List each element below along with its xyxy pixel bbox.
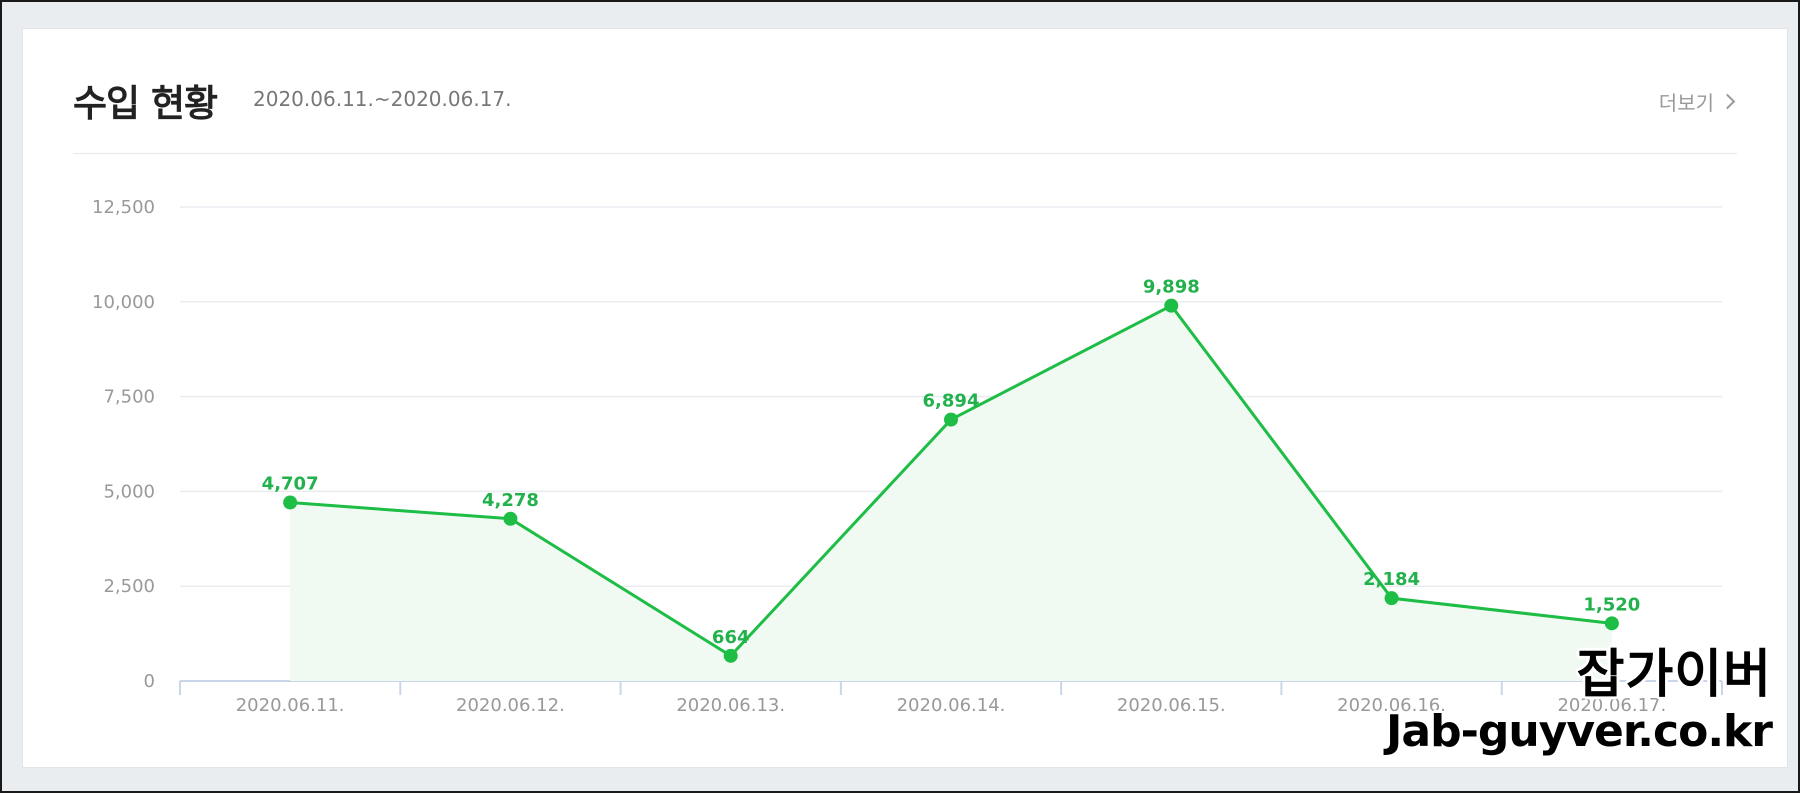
data-point [1164, 298, 1179, 313]
data-point [283, 495, 298, 510]
x-tick-label: 2020.06.17. [1557, 695, 1666, 716]
more-link[interactable]: 더보기 [1658, 87, 1736, 116]
y-tick-label: 12,500 [92, 197, 155, 218]
data-point [503, 511, 518, 526]
y-tick-label: 5,000 [103, 481, 155, 502]
data-label: 1,520 [1583, 594, 1640, 615]
data-point [723, 648, 738, 663]
series-area [290, 305, 1612, 681]
y-tick-label: 7,500 [103, 387, 155, 408]
header-divider [73, 153, 1737, 154]
x-tick-label: 2020.06.12. [456, 695, 565, 716]
data-label: 4,707 [262, 474, 319, 495]
data-label: 4,278 [482, 490, 539, 511]
x-tick-label: 2020.06.16. [1337, 695, 1446, 716]
page-title: 수입 현황 [73, 82, 218, 125]
x-tick-label: 2020.06.11. [236, 695, 345, 716]
watermark-korean: 잡가이버 [1576, 645, 1772, 705]
data-point [1604, 616, 1619, 631]
more-link-label: 더보기 [1658, 91, 1714, 115]
data-label: 664 [712, 627, 750, 648]
y-tick-label: 10,000 [92, 292, 155, 313]
data-label: 6,894 [923, 391, 980, 412]
y-tick-label: 0 [144, 671, 155, 692]
x-tick-label: 2020.06.14. [897, 695, 1006, 716]
data-point [1384, 591, 1399, 606]
y-tick-label: 2,500 [103, 576, 155, 597]
x-tick-label: 2020.06.13. [676, 695, 785, 716]
data-point [944, 412, 958, 427]
x-tick-label: 2020.06.15. [1117, 695, 1226, 716]
data-label: 2,184 [1363, 569, 1420, 590]
watermark-url: Jab-guyver.co.kr [1386, 706, 1773, 757]
data-label: 9,898 [1143, 277, 1200, 298]
date-range: 2020.06.11.~2020.06.17. [253, 87, 512, 111]
